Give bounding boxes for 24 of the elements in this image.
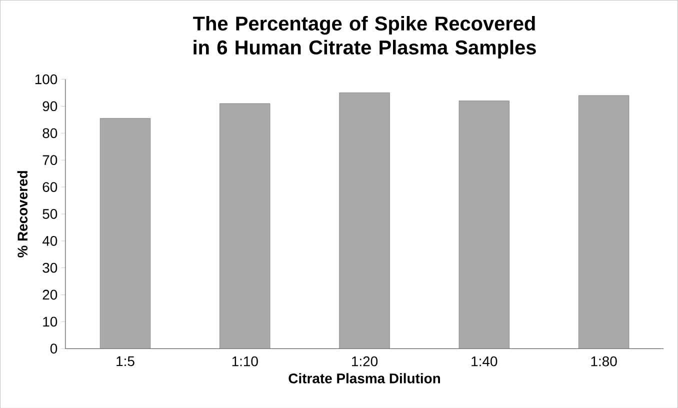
y-tick-label: 0 — [50, 344, 58, 354]
x-tick-label: 1:20 — [352, 356, 378, 366]
bar — [339, 92, 390, 348]
bar — [220, 103, 270, 348]
y-tick-label: 10 — [43, 316, 58, 326]
y-tick-label: 100 — [35, 74, 58, 84]
bar — [100, 118, 151, 348]
x-tick-label: 1:80 — [591, 356, 617, 366]
x-axis-title: Citrate Plasma Dilution — [288, 372, 440, 384]
y-tick-label: 30 — [42, 262, 58, 273]
bar — [578, 95, 630, 348]
y-tick-label: 70 — [42, 154, 58, 165]
y-tick-label: 20 — [42, 290, 58, 300]
chart-title: The Percentage of Spike Recovered in 6 Human Citrate Plasma Samples — [193, 16, 536, 58]
y-tick-label: 90 — [42, 101, 58, 111]
y-tick-label: 50 — [42, 208, 58, 219]
y-tick-label: 80 — [42, 128, 58, 138]
x-tick-label: 1:10 — [232, 356, 258, 366]
y-axis-title: % Recovered — [17, 170, 28, 258]
y-tick-label: 60 — [42, 182, 58, 192]
y-tick-label: 40 — [42, 236, 58, 246]
x-tick-label: 1:40 — [472, 356, 498, 366]
x-tick-label: 1:5 — [116, 356, 134, 366]
bar — [458, 100, 510, 348]
